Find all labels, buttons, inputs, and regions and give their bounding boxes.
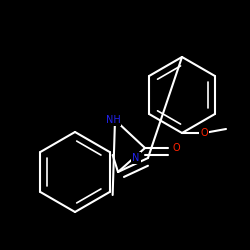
Text: N: N [132, 153, 140, 163]
Text: NH: NH [106, 115, 120, 125]
Text: O: O [172, 143, 180, 153]
Text: O: O [200, 128, 208, 138]
